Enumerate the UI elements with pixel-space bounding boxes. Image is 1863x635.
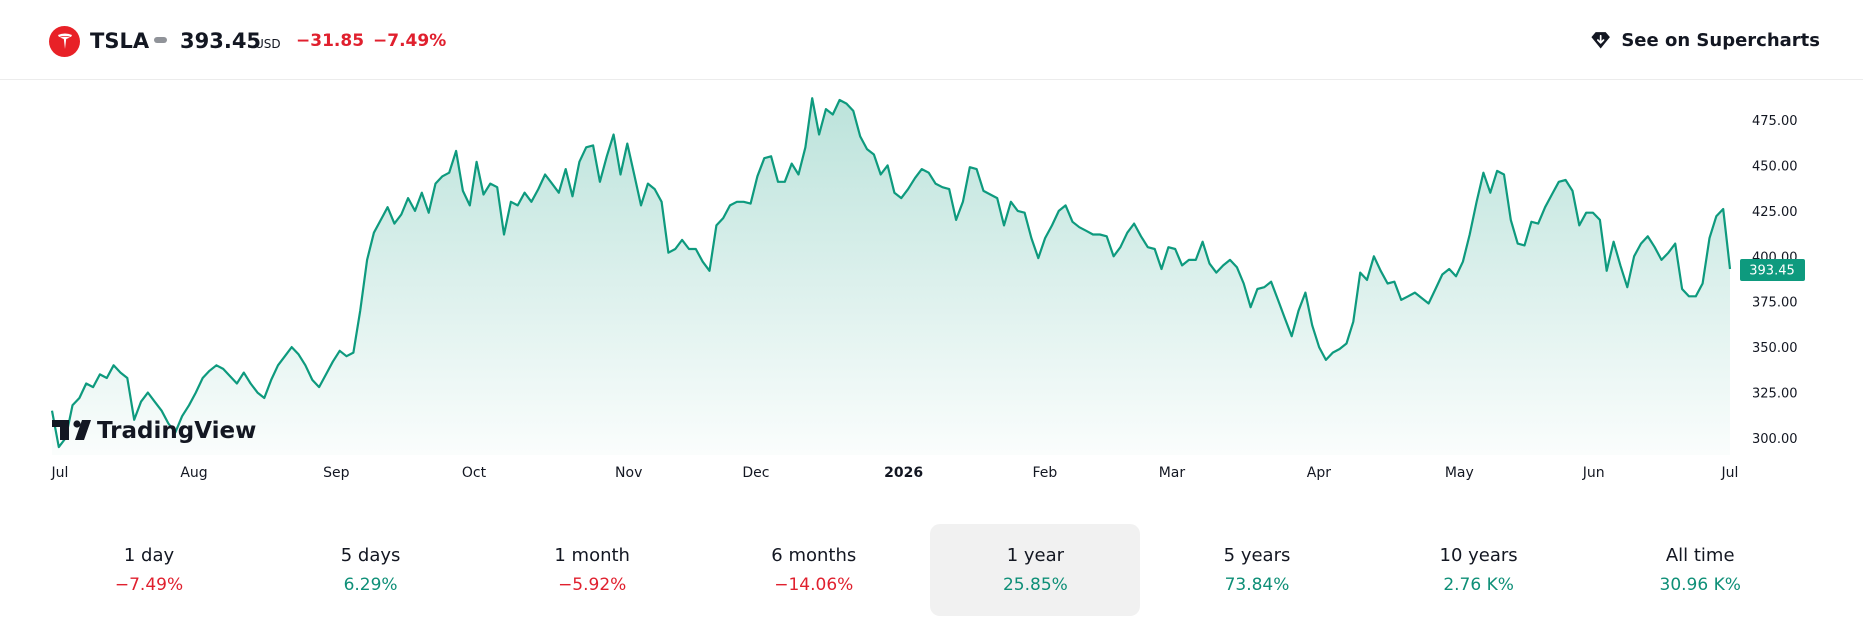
y-tick-label: 475.00 bbox=[1752, 114, 1798, 129]
y-tick-label: 325.00 bbox=[1752, 387, 1798, 402]
range-tab-6[interactable]: 10 years 2.76 K% bbox=[1374, 524, 1584, 616]
x-tick-label: May bbox=[1445, 465, 1474, 481]
price-change: −31.85 bbox=[296, 31, 365, 51]
range-tab-7[interactable]: All time 30.96 K% bbox=[1595, 524, 1805, 616]
x-tick-label: Feb bbox=[1033, 465, 1058, 481]
x-tick-label: Jul bbox=[51, 465, 69, 481]
x-tick-label: Apr bbox=[1307, 465, 1331, 481]
x-tick-label: Mar bbox=[1159, 465, 1186, 481]
last-price: 393.45 bbox=[180, 29, 262, 53]
range-label: 6 months bbox=[771, 545, 857, 566]
see-on-supercharts-link[interactable]: See on Supercharts bbox=[1590, 24, 1820, 56]
range-tab-2[interactable]: 1 month −5.92% bbox=[487, 524, 697, 616]
header-bar: TSLA 393.45 USD −31.85 −7.49% See on Sup… bbox=[0, 0, 1863, 80]
price-chart[interactable]: 300.00325.00350.00375.00400.00425.00450.… bbox=[0, 80, 1863, 500]
tradingview-watermark: TradingView bbox=[52, 418, 256, 444]
x-tick-label: Nov bbox=[615, 465, 642, 481]
x-tick-label: Sep bbox=[323, 465, 350, 481]
range-change-value: 2.76 K% bbox=[1443, 575, 1514, 595]
last-price-badge-label: 393.45 bbox=[1749, 264, 1795, 279]
range-label: All time bbox=[1665, 545, 1735, 566]
price-change-percent: −7.49% bbox=[373, 31, 447, 51]
range-tab-1[interactable]: 5 days 6.29% bbox=[266, 524, 476, 616]
y-tick-label: 350.00 bbox=[1752, 341, 1798, 356]
x-tick-label: 2026 bbox=[884, 465, 923, 481]
range-label: 1 year bbox=[1006, 545, 1065, 566]
range-change-value: 6.29% bbox=[343, 575, 398, 595]
range-change-value: 73.84% bbox=[1224, 575, 1290, 595]
range-change-value: −14.06% bbox=[774, 575, 854, 595]
range-label: 5 years bbox=[1223, 545, 1291, 566]
x-tick-label: Jun bbox=[1582, 465, 1605, 481]
price-line bbox=[50, 97, 1732, 449]
x-tick-label: Aug bbox=[180, 465, 207, 481]
market-status-icon bbox=[154, 37, 167, 43]
tesla-logo-icon bbox=[49, 26, 80, 57]
range-label: 5 days bbox=[340, 545, 401, 566]
x-tick-label: Dec bbox=[742, 465, 769, 481]
ticker-symbol: TSLA bbox=[90, 29, 150, 53]
range-tab-0[interactable]: 1 day −7.49% bbox=[44, 524, 254, 616]
y-tick-label: 300.00 bbox=[1752, 432, 1798, 447]
range-change-value: −7.49% bbox=[114, 575, 184, 595]
currency-code: USD bbox=[255, 37, 281, 51]
y-tick-label: 425.00 bbox=[1752, 205, 1798, 220]
y-tick-label: 375.00 bbox=[1752, 296, 1798, 311]
range-tab-5[interactable]: 5 years 73.84% bbox=[1152, 524, 1362, 616]
performance-ranges: 1 day −7.49% 5 days 6.29% 1 month −5.92% 6 mon… bbox=[44, 524, 1818, 616]
range-change-value: 25.85% bbox=[1002, 575, 1068, 595]
range-change-value: 30.96 K% bbox=[1659, 575, 1741, 595]
range-tab-3[interactable]: 6 months −14.06% bbox=[709, 524, 919, 616]
tradingview-wordmark: TradingView bbox=[97, 418, 256, 444]
tradingview-logo-icon bbox=[52, 420, 91, 440]
x-tick-label: Oct bbox=[462, 465, 487, 481]
range-tab-4[interactable]: 1 year 25.85% bbox=[930, 524, 1141, 616]
range-label: 10 years bbox=[1439, 545, 1518, 566]
range-change-value: −5.92% bbox=[558, 575, 627, 595]
last-price-badge: 393.45 bbox=[1740, 259, 1805, 281]
range-label: 1 month bbox=[554, 545, 630, 566]
supercharts-label: See on Supercharts bbox=[1621, 29, 1820, 51]
range-label: 1 day bbox=[123, 545, 175, 566]
y-axis: 300.00325.00350.00375.00400.00425.00450.… bbox=[1752, 114, 1798, 447]
y-tick-label: 450.00 bbox=[1752, 159, 1798, 174]
supercharts-icon bbox=[1591, 32, 1610, 49]
x-tick-label: Jul bbox=[1721, 465, 1739, 481]
price-area-fill bbox=[52, 98, 1730, 455]
x-axis: Jul Aug Sep Oct Nov Dec 2026 Feb Mar Apr May Jun Jul bbox=[51, 465, 1739, 481]
